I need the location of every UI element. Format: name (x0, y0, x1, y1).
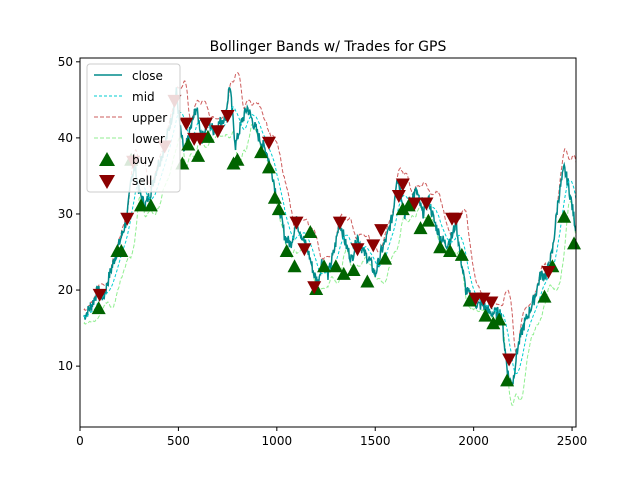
buy-marker (443, 244, 458, 258)
x-tick-label: 2500 (557, 434, 588, 448)
sell-marker (210, 125, 225, 139)
buy-marker (303, 224, 318, 238)
buy-marker (336, 266, 351, 280)
legend-lower-label: lower (132, 132, 165, 146)
buy-marker (181, 137, 196, 151)
buy-marker (492, 312, 507, 326)
legend-sell-label: sell (132, 174, 152, 188)
buy-marker (454, 247, 469, 261)
chart-title: Bollinger Bands w/ Trades for GPS (210, 39, 447, 55)
y-tick-label: 10 (58, 359, 73, 373)
legend-buy-marker (99, 152, 115, 166)
buy-marker (567, 236, 582, 250)
buy-marker (401, 198, 416, 212)
sell-marker (297, 243, 312, 257)
x-tick-label: 0 (76, 434, 84, 448)
sell-marker (193, 132, 208, 146)
buy-marker (114, 244, 129, 258)
sell-marker (407, 197, 422, 211)
buy-marker (317, 259, 332, 273)
buy-marker (230, 152, 245, 166)
buy-marker (261, 160, 276, 174)
buy-marker (421, 213, 436, 227)
buy-marker (413, 221, 428, 235)
trade-markers (91, 94, 582, 387)
buy-marker (378, 251, 393, 265)
buy-marker (433, 240, 448, 254)
sell-marker (391, 189, 406, 203)
sell-marker (374, 224, 389, 238)
sell-marker (179, 117, 194, 131)
sell-marker (92, 288, 107, 302)
buy-marker (271, 202, 286, 216)
sell-marker (419, 197, 434, 211)
buy-marker (328, 259, 343, 273)
buy-marker (346, 263, 361, 277)
legend-mid-label: mid (132, 90, 155, 104)
sell-marker (332, 216, 347, 230)
sell-marker (448, 212, 463, 226)
sell-marker (476, 292, 491, 306)
buy-marker (486, 316, 501, 330)
x-tick-label: 1000 (262, 434, 293, 448)
sell-marker (120, 212, 135, 226)
sell-marker (289, 216, 304, 230)
sell-marker (261, 136, 276, 150)
plot-area (83, 72, 582, 406)
x-tick-label: 2000 (458, 434, 489, 448)
buy-marker (267, 190, 282, 204)
buy-marker (537, 289, 552, 303)
buy-marker (279, 244, 294, 258)
legend-upper-label: upper (132, 111, 167, 125)
buy-marker (134, 198, 149, 212)
sell-marker (307, 281, 322, 295)
sell-marker (350, 243, 365, 257)
sell-marker (502, 353, 517, 367)
y-tick-label: 50 (58, 55, 73, 69)
y-tick-label: 40 (58, 131, 73, 145)
y-axis: 10 20 30 40 50 (58, 55, 80, 373)
legend-buy-label: buy (132, 153, 154, 167)
buy-marker (500, 373, 515, 387)
sell-marker (198, 117, 213, 131)
sell-marker (541, 266, 556, 280)
plot-frame (79, 57, 577, 428)
buy-marker (287, 259, 302, 273)
y-tick-label: 20 (58, 283, 73, 297)
x-tick-label: 1500 (360, 434, 391, 448)
buy-marker (478, 308, 493, 322)
buy-marker (143, 198, 158, 212)
legend: close mid upper lower buy sell (86, 63, 181, 193)
legend-box (86, 63, 181, 193)
buy-marker (254, 145, 269, 159)
buy-marker (191, 148, 206, 162)
buy-marker (462, 293, 477, 307)
buy-marker (557, 209, 572, 223)
legend-close-label: close (132, 69, 163, 83)
sell-marker (484, 296, 499, 310)
buy-marker (91, 301, 106, 315)
buy-marker (360, 274, 375, 288)
x-axis: 0 500 1000 1500 2000 2500 (76, 427, 587, 448)
x-tick-label: 500 (167, 434, 190, 448)
sell-marker (220, 110, 235, 124)
buy-marker (200, 129, 215, 143)
buy-marker (395, 202, 410, 216)
y-tick-label: 30 (58, 207, 73, 221)
sell-marker (366, 239, 381, 253)
legend-sell-marker (99, 175, 115, 189)
sell-marker (395, 178, 410, 192)
